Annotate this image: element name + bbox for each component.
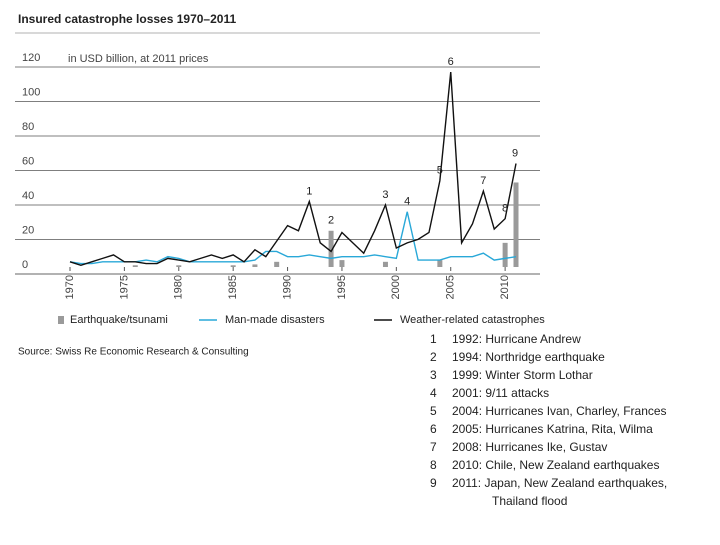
- chart-title: Insured catastrophe losses 1970–2011: [18, 12, 236, 26]
- annotation: 1: [306, 185, 312, 197]
- x-tick-label: 1990: [281, 275, 293, 299]
- event-text: 2005: Hurricanes Katrina, Rita, Wilma: [452, 422, 653, 436]
- event-text: 2004: Hurricanes Ivan, Charley, Frances: [452, 404, 667, 418]
- event-number: 1: [430, 332, 437, 346]
- y-tick-label: 60: [22, 155, 34, 167]
- bar: [382, 261, 388, 267]
- event-number: 3: [430, 368, 437, 382]
- x-tick-label: 1975: [118, 275, 130, 299]
- event-number: 9: [430, 476, 437, 490]
- legend-swatch: [58, 316, 64, 324]
- bar: [513, 182, 519, 267]
- annotation: 5: [437, 165, 443, 177]
- source: Source: Swiss Re Economic Research & Con…: [18, 347, 249, 358]
- y-tick-label: 100: [22, 86, 40, 98]
- x-tick-label: 2000: [390, 275, 402, 299]
- annotation: 7: [480, 175, 486, 187]
- legend-label: Man-made disasters: [225, 314, 325, 326]
- y-axis-label: in USD billion, at 2011 prices: [68, 53, 209, 65]
- annotation: 9: [512, 147, 518, 159]
- y-tick-label: 120: [22, 52, 40, 64]
- event-text: 1992: Hurricane Andrew: [452, 332, 581, 346]
- event-number: 4: [430, 386, 437, 400]
- event-number: 6: [430, 422, 437, 436]
- event-text: 2011: Japan, New Zealand earthquakes, Tha…: [452, 476, 667, 508]
- event-number: 5: [430, 404, 437, 418]
- annotation: 3: [382, 189, 388, 201]
- bar: [437, 260, 443, 267]
- event-text: 1999: Winter Storm Lothar: [452, 368, 593, 382]
- x-tick-label: 1985: [227, 275, 239, 299]
- bar: [230, 265, 236, 267]
- event-number: 8: [430, 458, 437, 472]
- event-text: 2010: Chile, New Zealand earthquakes: [452, 458, 659, 472]
- event-number: 2: [430, 350, 437, 364]
- bar: [132, 265, 138, 267]
- line: [69, 72, 517, 267]
- annotation: 8: [502, 203, 508, 215]
- bar: [328, 230, 334, 267]
- event-text-line: Thailand flood: [492, 494, 567, 508]
- y-tick-label: 80: [22, 121, 34, 133]
- line: [69, 211, 517, 265]
- event-text: 2001: 9/11 attacks: [452, 386, 549, 400]
- x-tick-label: 2010: [499, 275, 511, 299]
- event-text: 1994: Northridge earthquake: [452, 350, 605, 364]
- x-tick-label: 2005: [445, 275, 457, 299]
- bar: [176, 265, 182, 267]
- y-tick-label: 0: [22, 259, 28, 271]
- y-tick-label: 40: [22, 190, 34, 202]
- x-tick-label: 1970: [64, 275, 76, 299]
- event-number: 7: [430, 440, 437, 454]
- x-tick-label: 1995: [336, 275, 348, 299]
- event-text: 2008: Hurricanes Ike, Gustav: [452, 440, 607, 454]
- legend-label: Earthquake/tsunami: [70, 314, 168, 326]
- legend-label: Weather-related catastrophes: [400, 314, 545, 326]
- annotation: 4: [404, 196, 410, 208]
- event-text-line: 2011: Japan, New Zealand earthquakes,: [452, 476, 667, 490]
- bar: [339, 260, 345, 267]
- bar: [502, 242, 508, 267]
- annotation: 6: [448, 56, 454, 68]
- x-tick-label: 1980: [173, 275, 185, 299]
- bar: [274, 261, 280, 267]
- bar: [252, 264, 258, 267]
- annotation: 2: [328, 215, 334, 227]
- y-tick-label: 20: [22, 224, 34, 236]
